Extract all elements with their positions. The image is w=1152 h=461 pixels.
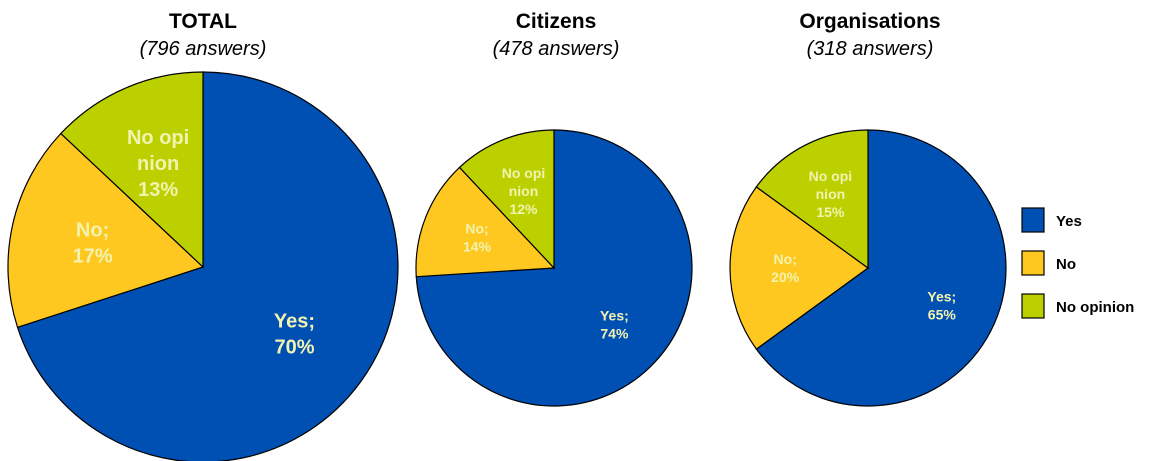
legend: Yes No No opinion: [1021, 207, 1134, 319]
pie-slice-yes: [755, 129, 1007, 407]
slice-label-yes: Yes; 65%: [927, 289, 956, 323]
pie-slice-no: [415, 166, 556, 278]
slice-label-no: No; 20%: [771, 251, 800, 285]
pie-slice-no-opinion: [60, 71, 204, 269]
pie-chart-total: TOTAL (796 answers) Yes; 70% No; 17% No opi nio…: [7, 10, 399, 461]
pie-slice-no: [7, 132, 205, 329]
legend-label-yes: Yes: [1056, 213, 1082, 230]
chart-subtitle: (478 answers): [493, 38, 620, 60]
chart-subtitle: (318 answers): [807, 38, 934, 60]
chart-title: Organisations: [799, 10, 940, 33]
slice-label-yes: Yes; 74%: [600, 308, 629, 342]
legend-swatch-no: [1021, 250, 1045, 276]
chart-subtitle: (796 answers): [140, 38, 267, 60]
slice-label-no-opinion: No opi nion 13%: [127, 127, 189, 201]
pie-chart-citizens: Citizens (478 answers) Yes; 74% No; 14% No opi…: [415, 10, 693, 407]
legend-swatch-yes: [1021, 207, 1045, 233]
slice-label-no-opinion: No opi nion 15%: [809, 168, 853, 220]
pie-slice-yes: [16, 71, 399, 461]
chart-title: TOTAL: [169, 10, 237, 33]
slice-label-no-opinion: No opi nion 12%: [502, 165, 546, 217]
chart-title: Citizens: [516, 10, 597, 33]
slice-label-no: No; 14%: [463, 220, 492, 254]
legend-label-no: No: [1056, 256, 1076, 273]
pie-slice-no-opinion: [755, 129, 869, 270]
pie-chart-organisations: Organisations (318 answers) Yes; 65% No; 20% N…: [729, 10, 1007, 407]
pie-slice-no: [729, 186, 870, 350]
slice-label-no: No; 17%: [73, 219, 113, 267]
pie-slice-no-opinion: [458, 129, 555, 270]
legend-swatch-no-opinion: [1021, 293, 1045, 319]
slice-label-yes: Yes; 70%: [274, 311, 315, 359]
legend-label-no-opinion: No opinion: [1056, 299, 1134, 316]
